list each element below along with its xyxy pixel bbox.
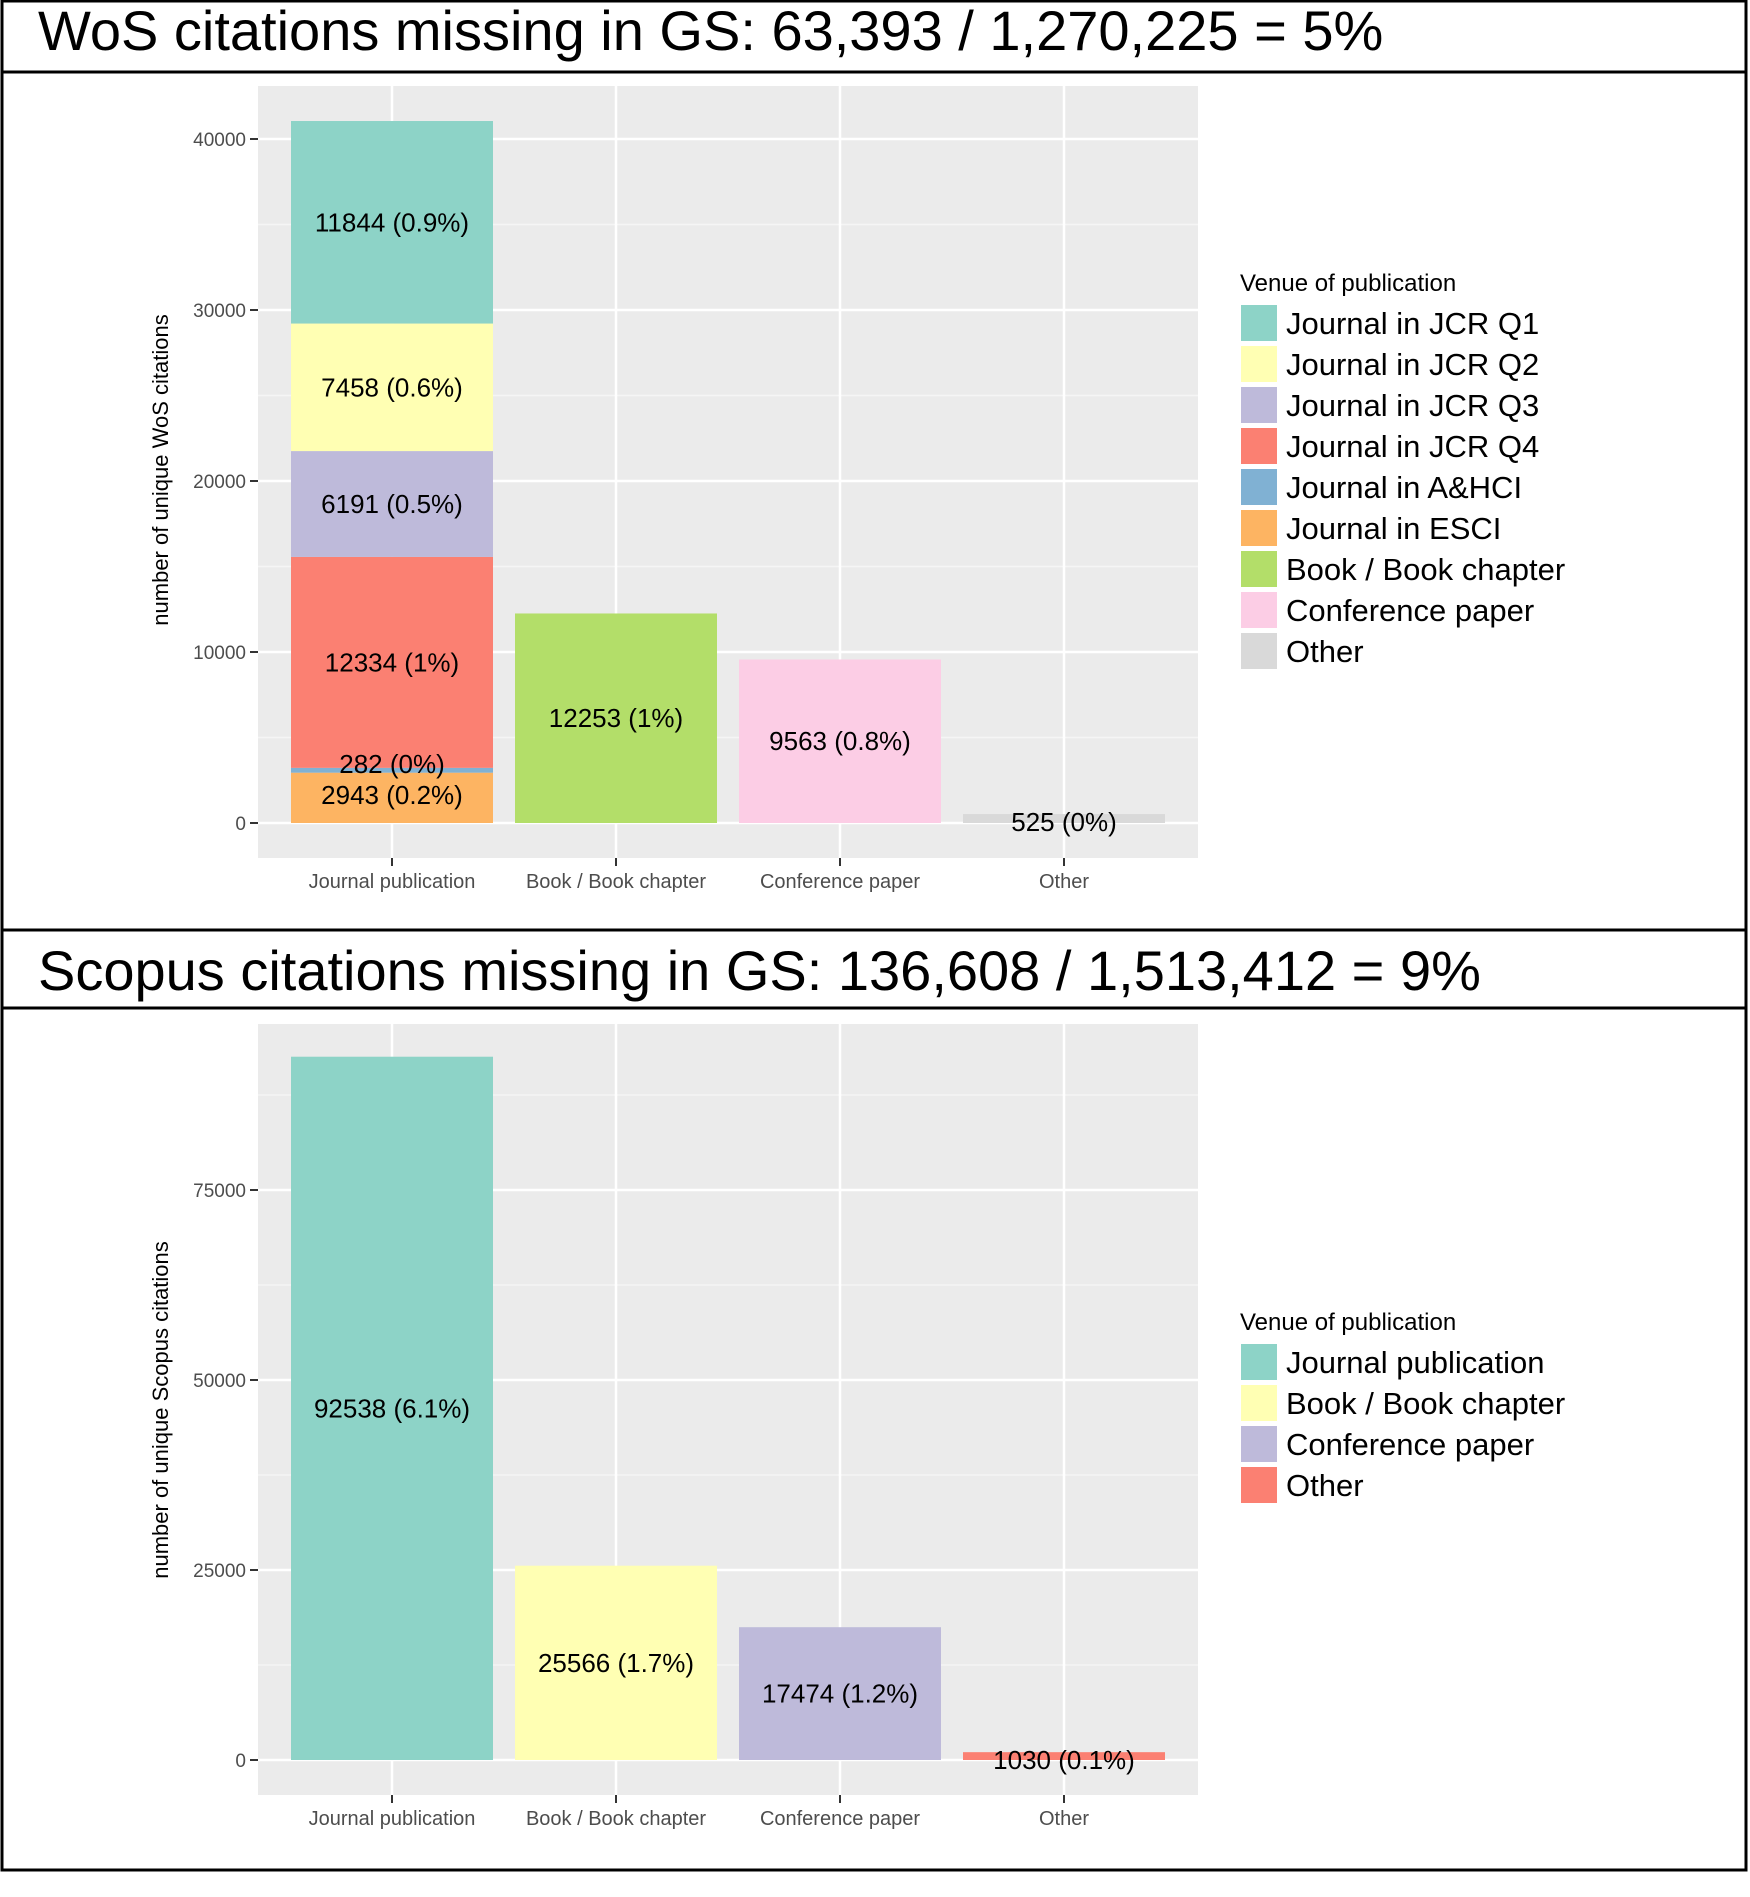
data-label: 7458 (0.6%) <box>321 372 463 402</box>
legend: Venue of publication Journal publication B… <box>1240 1309 1565 1503</box>
y-tick-label: 40000 <box>193 130 246 151</box>
legend-swatch <box>1241 1467 1277 1503</box>
y-axis-label: number of unique WoS citations <box>148 314 173 625</box>
bar-segment <box>739 1627 941 1760</box>
data-label: 9563 (0.8%) <box>769 726 911 756</box>
x-tick-label: Other <box>1039 871 1089 893</box>
legend-swatch <box>1241 1344 1277 1380</box>
legend-title: Venue of publication <box>1240 270 1456 297</box>
legend-label: Conference paper <box>1286 593 1534 628</box>
bar-segment <box>291 451 493 557</box>
bar-segment <box>291 121 493 324</box>
x-tick-label: Book / Book chapter <box>526 1808 706 1830</box>
data-label: 6191 (0.5%) <box>321 489 463 519</box>
y-tick-label: 50000 <box>193 1371 246 1392</box>
y-tick-label: 30000 <box>193 301 246 322</box>
legend-swatch <box>1241 592 1277 628</box>
legend-swatch <box>1241 346 1277 382</box>
bar-segment <box>291 323 493 452</box>
y-tick-label: 25000 <box>193 1561 246 1582</box>
bar-segment <box>739 659 941 823</box>
legend-label: Other <box>1286 634 1364 669</box>
data-label: 11844 (0.9%) <box>315 207 469 237</box>
data-label: 1030 (0.1%) <box>993 1745 1135 1775</box>
bar-segment <box>515 613 717 823</box>
bar-segment <box>515 1565 717 1760</box>
legend-swatch <box>1241 305 1277 341</box>
y-tick-label: 0 <box>235 1751 246 1772</box>
x-tick-label: Book / Book chapter <box>526 871 706 893</box>
legend-label: Other <box>1286 1468 1364 1503</box>
legend-label: Journal in JCR Q4 <box>1286 429 1539 464</box>
x-tick-label: Other <box>1039 1808 1089 1830</box>
bar-segment <box>963 1752 1165 1760</box>
data-label: 12334 (1%) <box>325 647 459 677</box>
chart-title: WoS citations missing in GS: 63,393 / 1,… <box>38 0 1383 62</box>
legend-swatch <box>1241 469 1277 505</box>
legend-swatch <box>1241 633 1277 669</box>
x-tick-label: Journal publication <box>309 1808 476 1830</box>
chart-panel-2: Scopus citations missing in GS: 136,608 … <box>2 928 1746 1830</box>
data-label: 282 (0%) <box>339 749 445 779</box>
y-tick-label: 10000 <box>193 643 246 664</box>
legend-label: Journal in A&HCI <box>1286 470 1522 505</box>
legend-swatch <box>1241 551 1277 587</box>
legend-label: Journal in JCR Q1 <box>1286 306 1539 341</box>
chart-panel-1: WoS citations missing in GS: 63,393 / 1,… <box>2 0 1746 893</box>
chart-title: Scopus citations missing in GS: 136,608 … <box>38 939 1481 1002</box>
legend-title: Venue of publication <box>1240 1309 1456 1336</box>
x-tick-label: Journal publication <box>309 871 476 893</box>
legend-label: Journal in ESCI <box>1286 511 1501 546</box>
legend-label: Journal in JCR Q3 <box>1286 388 1539 423</box>
legend-swatch <box>1241 387 1277 423</box>
data-label: 12253 (1%) <box>549 703 683 733</box>
legend-label: Conference paper <box>1286 1427 1534 1462</box>
legend-label: Book / Book chapter <box>1286 552 1565 587</box>
data-label: 525 (0%) <box>1011 807 1117 837</box>
y-tick-label: 0 <box>235 814 246 835</box>
legend-label: Journal publication <box>1286 1345 1545 1380</box>
data-label: 2943 (0.2%) <box>321 780 463 810</box>
legend-swatch <box>1241 1426 1277 1462</box>
data-label: 92538 (6.1%) <box>314 1393 470 1423</box>
y-tick-label: 20000 <box>193 472 246 493</box>
y-tick-label: 75000 <box>193 1181 246 1202</box>
legend-label: Journal in JCR Q2 <box>1286 347 1539 382</box>
x-tick-label: Conference paper <box>760 871 920 893</box>
data-label: 17474 (1.2%) <box>762 1679 918 1709</box>
bar-segment <box>963 814 1165 823</box>
data-label: 25566 (1.7%) <box>538 1648 694 1678</box>
legend-swatch <box>1241 1385 1277 1421</box>
legend-swatch <box>1241 510 1277 546</box>
y-axis-label: number of unique Scopus citations <box>148 1241 173 1579</box>
bar-segment <box>291 556 493 768</box>
legend-label: Book / Book chapter <box>1286 1386 1565 1421</box>
bar-segment <box>291 767 493 773</box>
legend-swatch <box>1241 428 1277 464</box>
legend: Venue of publication Journal in JCR Q1 Jou… <box>1240 270 1565 669</box>
x-tick-label: Conference paper <box>760 1808 920 1830</box>
bar-segment <box>291 1056 493 1760</box>
bar-segment <box>291 772 493 823</box>
